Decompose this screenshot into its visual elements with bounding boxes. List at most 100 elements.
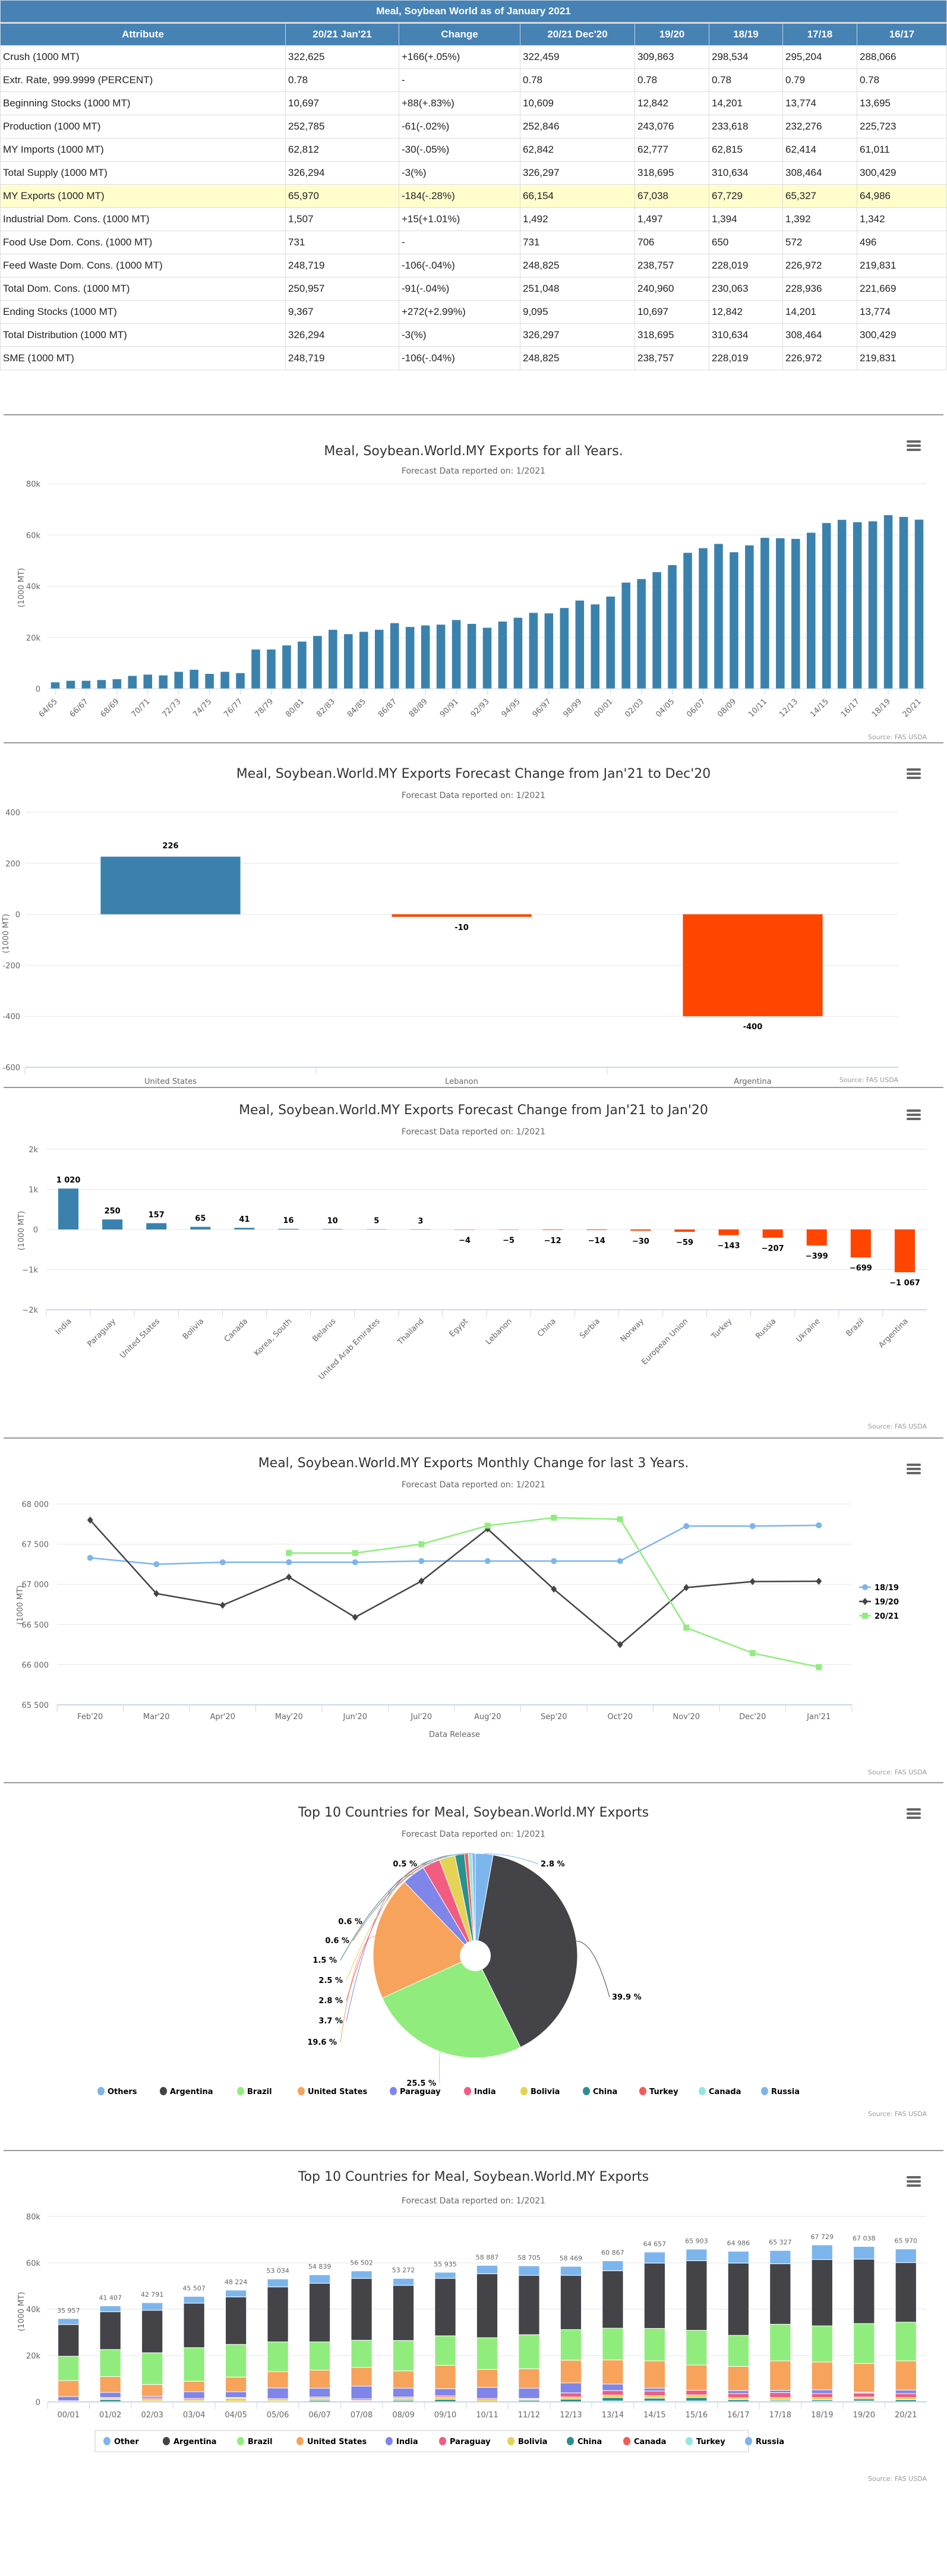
bar-12/13 <box>791 538 800 689</box>
bar-segment-United States <box>769 2360 791 2391</box>
bar-segment-Other <box>518 2265 540 2276</box>
bar-Paraguay <box>102 1219 123 1229</box>
total-label: 42 791 <box>141 2291 164 2298</box>
pie-slice-Argentina <box>475 1855 578 2048</box>
x-tick-label: 13/14 <box>602 2411 624 2420</box>
data-point <box>87 1555 93 1561</box>
cell-dec20: 10,609 <box>520 92 635 115</box>
y-tick-label: 0 <box>36 2398 40 2407</box>
pie-data-label: 19.6 % <box>307 2038 337 2047</box>
bar-segment-Brazil <box>727 2335 749 2367</box>
cell-y1819: 12,842 <box>709 300 783 324</box>
pie-slice-United States <box>373 1881 476 1998</box>
chart-title: Meal, Soybean.World.MY Exports Monthly C… <box>258 1456 689 1471</box>
cell-jan21: 9,367 <box>285 300 399 324</box>
total-label: 58 887 <box>476 2253 499 2261</box>
y-axis-label: (1000 MT) <box>17 1211 26 1251</box>
cell-y1617: 496 <box>857 231 947 254</box>
cell-y1617: 1,342 <box>857 207 947 231</box>
x-tick-label: 94/95 <box>500 697 522 719</box>
x-tick-label: 12/13 <box>560 2411 582 2420</box>
bar-segment-India <box>476 2386 498 2399</box>
cell-y1920: 309,863 <box>635 45 709 69</box>
col-header-dec20[interactable]: 20/21 Dec'20 <box>520 23 635 46</box>
bar-segment-Argentina <box>686 2260 708 2331</box>
cell-dec20: 0.78 <box>520 68 635 92</box>
data-label: −30 <box>632 1237 649 1246</box>
legend-item-Brazil: Brazil <box>247 2088 272 2096</box>
bar-segment-Other <box>392 2278 415 2286</box>
bar-segment-Argentina <box>392 2285 415 2341</box>
section-divider <box>4 1782 943 1783</box>
bar-84/85 <box>359 632 368 689</box>
bar-Serbia <box>586 1229 607 1230</box>
data-label: 226 <box>162 842 178 851</box>
col-header-1819[interactable]: 18/19 <box>709 23 783 46</box>
bar-segment-Brazil <box>853 2323 875 2364</box>
chart-change-dec20-svg: Meal, Soybean.World.MY Exports Forecast … <box>2 767 898 1086</box>
cell-y1718: 308,464 <box>782 161 857 185</box>
cell-y1920: 240,960 <box>635 277 709 301</box>
col-header-jan21[interactable]: 20/21 Jan'21 <box>285 23 399 46</box>
col-header-1617[interactable]: 16/17 <box>857 23 947 46</box>
x-tick-label: China <box>536 1317 558 1339</box>
bar-14/15 <box>822 523 831 689</box>
bar-segment-United States <box>895 2360 917 2391</box>
legend-item-China: China <box>593 2088 617 2096</box>
bar-segment-Brazil <box>560 2329 582 2361</box>
bar-Lebanon <box>392 914 532 917</box>
y-tick-label: 0 <box>33 1226 38 1235</box>
bar-Norway <box>630 1229 651 1231</box>
cell-y1819: 67,729 <box>709 184 783 208</box>
cell-y1819: 650 <box>709 231 783 254</box>
chart-menu-icon[interactable] <box>907 2176 921 2188</box>
x-tick-label: 01/02 <box>99 2411 121 2420</box>
cell-change: +88(+.83%) <box>399 92 520 115</box>
chart-top10-stacked-svg: Top 10 Countries for Meal, Soybean.World… <box>17 2170 927 2483</box>
data-point <box>617 1516 623 1522</box>
y-tick-label: 2k <box>29 1146 38 1155</box>
bar-segment-Argentina <box>267 2287 289 2342</box>
chart-menu-icon[interactable] <box>907 1464 921 1475</box>
legend-marker <box>507 2437 514 2445</box>
bar-89/90 <box>436 625 446 689</box>
col-header-attribute[interactable]: Attribute <box>0 23 286 46</box>
bar-segment-Other <box>727 2251 749 2263</box>
pie-data-label: 2.8 % <box>541 1860 565 1869</box>
chart-monthly-change: Meal, Soybean.World.MY Exports Monthly C… <box>0 1439 947 1782</box>
cell-y1718: 65,327 <box>782 184 857 208</box>
chart-menu-icon[interactable] <box>907 1808 921 1820</box>
bar-China <box>542 1229 563 1230</box>
cell-dec20: 9,095 <box>520 300 635 324</box>
cell-jan21: 65,970 <box>285 184 399 208</box>
bar-segment-Other <box>643 2252 666 2263</box>
data-point <box>749 1650 756 1656</box>
bar-segment-Brazil <box>476 2337 498 2370</box>
legend-marker <box>237 2087 244 2095</box>
chart-menu-icon[interactable] <box>907 1109 921 1121</box>
col-header-1718[interactable]: 17/18 <box>782 23 857 46</box>
bar-segment-United States <box>560 2360 582 2383</box>
col-header-change[interactable]: Change <box>399 23 520 46</box>
bar-segment-Argentina <box>476 2273 498 2338</box>
chart-exports-all-years: Meal, Soybean.World.MY Exports for all Y… <box>0 415 947 742</box>
cell-y1920: 243,076 <box>635 115 709 138</box>
x-tick-label: 88/89 <box>408 697 430 719</box>
cell-dec20: 248,825 <box>520 346 635 370</box>
col-header-1920[interactable]: 19/20 <box>635 23 709 46</box>
cell-jan21: 0.78 <box>285 68 399 92</box>
cell-attr: Ending Stocks (1000 MT) <box>0 300 286 324</box>
y-tick-label: 40k <box>26 2306 41 2315</box>
bar-segment-Paraguay <box>686 2390 708 2395</box>
cell-jan21: 62,812 <box>285 138 399 162</box>
chart-menu-icon[interactable] <box>907 768 921 780</box>
bar-segment-Brazil <box>895 2322 917 2361</box>
bar-segment-Other <box>183 2296 205 2304</box>
chart-menu-icon[interactable] <box>907 440 921 452</box>
y-tick-label: 40k <box>26 583 41 592</box>
bar-segment-India <box>602 2383 624 2391</box>
cell-y1617: 13,774 <box>857 300 947 324</box>
legend-marker <box>160 2087 167 2095</box>
data-label: 5 <box>374 1217 379 1226</box>
bar-segment-Other <box>99 2306 121 2312</box>
